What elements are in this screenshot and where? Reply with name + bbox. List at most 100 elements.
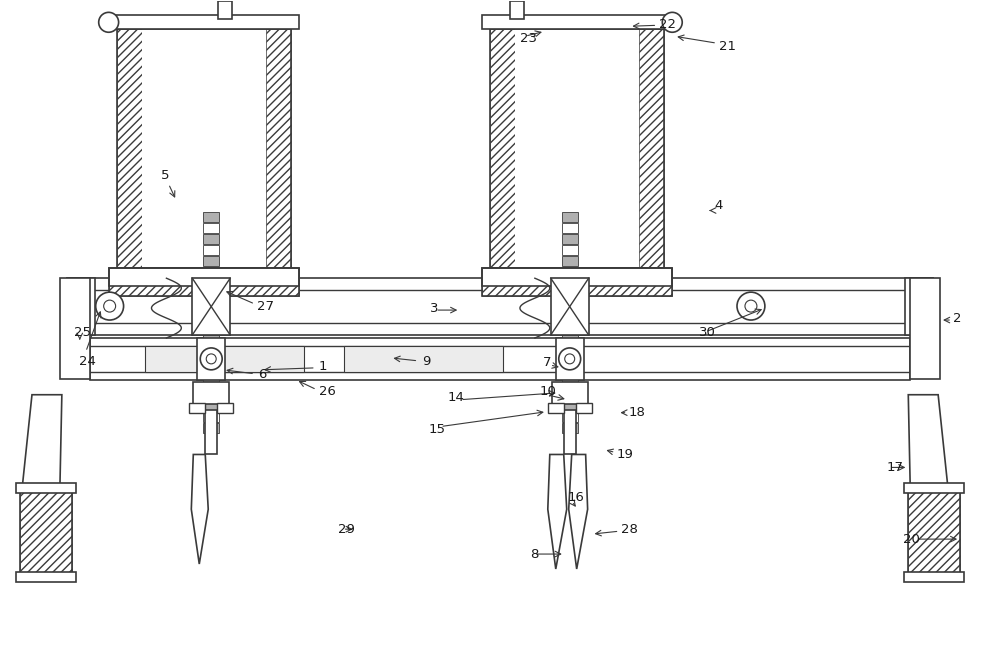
Bar: [552, 381, 588, 404]
Bar: [205, 410, 217, 455]
Text: 7: 7: [543, 356, 551, 370]
Bar: [193, 381, 229, 404]
Bar: [562, 412, 578, 422]
Text: 16: 16: [568, 491, 585, 504]
Bar: [562, 346, 578, 356]
Text: 5: 5: [161, 169, 170, 182]
Bar: [145, 346, 304, 372]
Circle shape: [565, 354, 575, 364]
Bar: [197, 338, 225, 380]
Text: 25: 25: [74, 327, 91, 339]
Bar: [117, 29, 291, 268]
Bar: [192, 279, 230, 335]
Bar: [562, 224, 578, 234]
Bar: [562, 357, 578, 367]
Bar: [203, 401, 219, 411]
Text: 19: 19: [617, 448, 633, 461]
Bar: [482, 268, 672, 286]
Polygon shape: [548, 455, 567, 569]
Bar: [90, 338, 910, 380]
Polygon shape: [569, 455, 588, 569]
Text: 2: 2: [953, 312, 962, 325]
Text: 17: 17: [886, 461, 903, 474]
Circle shape: [200, 348, 222, 370]
Bar: [203, 335, 219, 345]
Bar: [203, 379, 219, 389]
Bar: [20, 489, 72, 574]
Bar: [142, 29, 266, 268]
Bar: [203, 213, 219, 222]
Circle shape: [737, 292, 765, 320]
Text: 29: 29: [338, 523, 355, 536]
Bar: [67, 279, 95, 335]
Circle shape: [662, 13, 682, 32]
Bar: [203, 390, 219, 400]
Text: 26: 26: [319, 385, 336, 398]
Bar: [562, 256, 578, 266]
Text: 27: 27: [257, 300, 274, 313]
Text: 9: 9: [422, 355, 431, 368]
Text: 3: 3: [430, 302, 439, 315]
Bar: [551, 279, 589, 335]
Bar: [510, 1, 524, 19]
Bar: [109, 268, 299, 286]
Bar: [562, 401, 578, 411]
Bar: [109, 268, 299, 296]
Bar: [562, 368, 578, 378]
Text: 8: 8: [530, 548, 538, 560]
Bar: [203, 246, 219, 255]
Circle shape: [745, 300, 757, 312]
Bar: [217, 403, 233, 412]
Bar: [576, 403, 592, 412]
Bar: [490, 29, 515, 268]
Text: 22: 22: [659, 18, 676, 31]
Text: 21: 21: [719, 40, 736, 53]
Text: 1: 1: [319, 360, 327, 374]
Bar: [910, 279, 940, 379]
Bar: [905, 279, 933, 335]
Bar: [109, 15, 299, 29]
Bar: [67, 279, 933, 335]
Bar: [562, 246, 578, 255]
Bar: [203, 224, 219, 234]
Text: 23: 23: [520, 32, 537, 45]
Bar: [203, 368, 219, 378]
Text: 24: 24: [79, 355, 96, 368]
Text: 14: 14: [447, 391, 464, 404]
Bar: [482, 268, 672, 296]
Bar: [639, 29, 664, 268]
Bar: [117, 29, 142, 268]
Bar: [109, 268, 299, 296]
Circle shape: [104, 300, 116, 312]
Bar: [203, 346, 219, 356]
Bar: [203, 256, 219, 266]
Bar: [515, 29, 639, 268]
Text: 28: 28: [621, 523, 638, 536]
Circle shape: [559, 348, 581, 370]
Bar: [904, 572, 964, 582]
Text: 4: 4: [714, 199, 722, 212]
Bar: [16, 483, 76, 493]
Bar: [562, 379, 578, 389]
Bar: [16, 572, 76, 582]
Bar: [562, 234, 578, 244]
Bar: [564, 410, 576, 455]
Bar: [20, 489, 72, 574]
Bar: [490, 29, 664, 268]
Polygon shape: [191, 455, 208, 564]
Bar: [266, 29, 291, 268]
Polygon shape: [908, 395, 948, 489]
Bar: [203, 412, 219, 422]
Bar: [60, 279, 90, 379]
Bar: [562, 390, 578, 400]
Bar: [482, 15, 672, 29]
Bar: [218, 1, 232, 19]
Circle shape: [99, 13, 119, 32]
Text: 20: 20: [903, 533, 920, 546]
Bar: [548, 403, 564, 412]
Text: 18: 18: [628, 406, 645, 419]
Polygon shape: [22, 395, 62, 489]
Bar: [562, 422, 578, 432]
Bar: [908, 489, 960, 574]
Text: 15: 15: [428, 423, 445, 436]
